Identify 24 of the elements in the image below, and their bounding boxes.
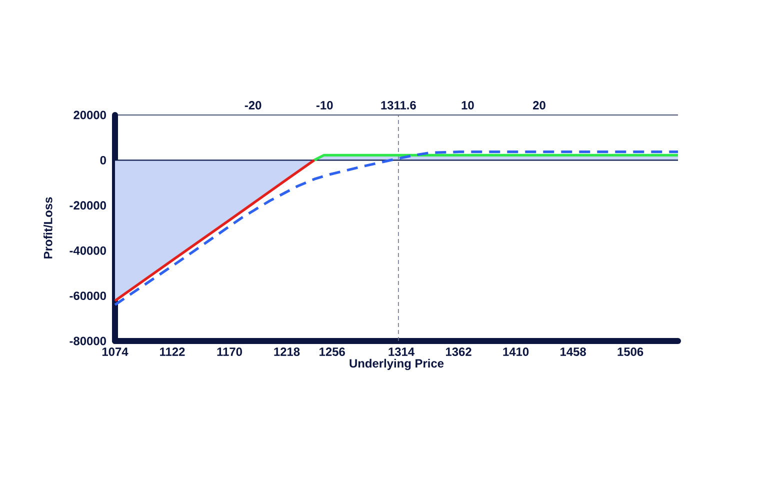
x2-tick-label: -10: [316, 101, 333, 110]
x-tick-label: 1074: [102, 348, 128, 356]
x-tick-label: 1362: [446, 348, 472, 356]
y-axis-title: Profit/Loss: [44, 197, 52, 258]
y-tick-label: 20000: [74, 110, 106, 120]
x-tick-label: 1314: [388, 348, 414, 356]
x2-tick-label: 20: [533, 101, 546, 110]
line-series: [114, 158, 316, 302]
y-tick-label: -60000: [70, 292, 106, 300]
x2-tick-label: -20: [244, 101, 262, 110]
y-tick-label: -20000: [70, 201, 106, 210]
ref-line-label: 1311.6: [381, 100, 416, 110]
x-tick-label: 1458: [560, 348, 586, 356]
x-tick-label: 1410: [503, 348, 529, 356]
x-tick-label: 1170: [217, 348, 242, 356]
x-axis-title: Underlying Price: [350, 358, 444, 370]
y-tick-label: -80000: [70, 336, 106, 346]
x-tick-label: 1506: [618, 348, 644, 356]
x-tick-label: 1122: [160, 348, 185, 356]
x-tick-label: 1256: [320, 348, 345, 356]
y-tick-label: 0: [100, 156, 106, 164]
x2-tick-label: 10: [462, 101, 474, 110]
y-tick-label: -40000: [70, 246, 106, 255]
x-tick-label: 1218: [274, 348, 300, 356]
